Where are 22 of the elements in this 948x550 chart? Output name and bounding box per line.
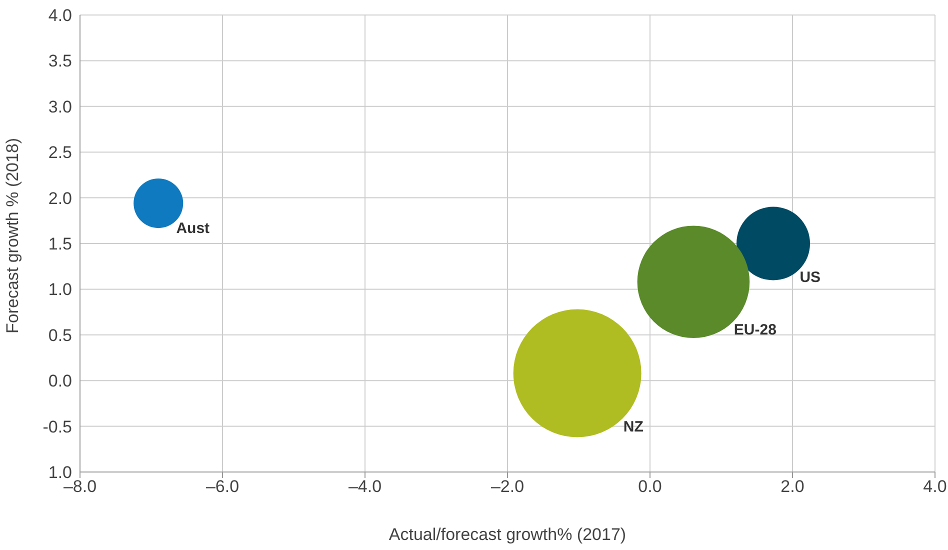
y-tick-label: 0.0 [48,372,72,391]
series-label: US [800,268,821,286]
y-tick-label: 0.5 [48,326,72,345]
x-tick-label: –2.0 [490,477,524,496]
x-axis-title: Actual/forecast growth% (2017) [388,525,626,544]
x-tick-label: 4.0 [923,477,947,496]
series-label: EU-28 [734,321,776,338]
x-tick-label: 0.0 [638,477,662,496]
y-tick-label: 2.5 [48,143,72,162]
y-tick-label: 4.0 [48,6,72,26]
y-tick-label: 3.5 [48,52,72,71]
y-tick-label: 3.0 [48,97,72,116]
x-tick-label: –6.0 [206,477,240,496]
x-tick-label: –4.0 [348,477,382,496]
y-tick-label: 1.5 [48,234,72,254]
y-tick-label: 2.0 [48,188,72,208]
y-axis-title: Forecast growth % (2018) [3,138,22,334]
x-tick-label: 2.0 [780,477,804,496]
y-tick-label: -0.5 [42,417,72,436]
series-label: Aust [176,220,210,238]
series-label: NZ [623,418,644,436]
y-tick-label: 1.0 [48,280,72,300]
